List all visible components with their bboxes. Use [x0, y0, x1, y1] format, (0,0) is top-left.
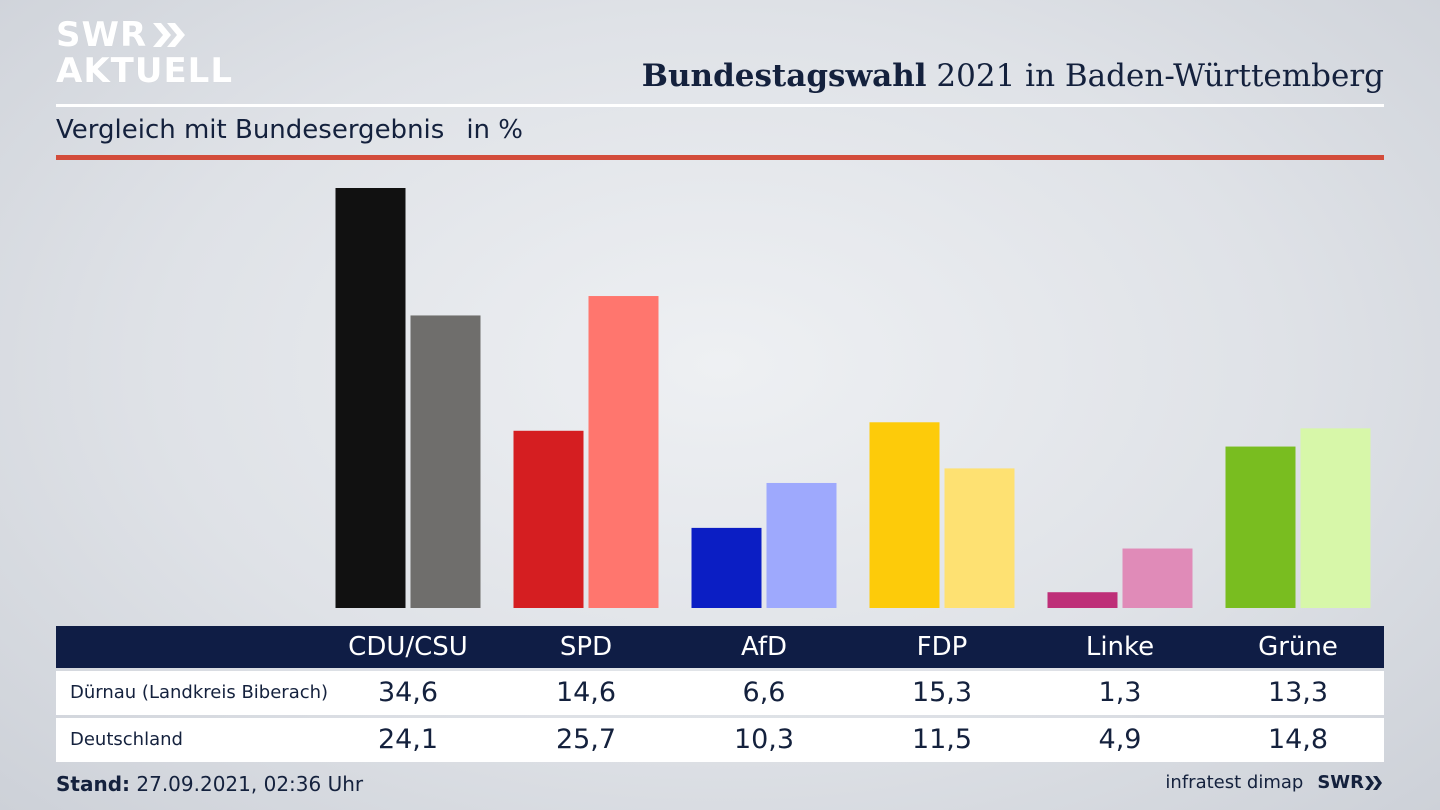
table-cell-value: 34,6	[377, 677, 439, 708]
bar-national-cducsu	[410, 315, 481, 608]
timestamp-label: Stand:	[56, 772, 131, 796]
column-header: FDP	[916, 632, 968, 662]
divider-white	[56, 104, 1384, 107]
column-header: AfD	[740, 632, 788, 662]
table-row: Deutschland 24,1 25,7 10,3 11,5 4,9 14,8	[56, 718, 1384, 762]
table-cell-value: 6,6	[742, 677, 786, 708]
table-cell-value: 4,9	[1098, 724, 1142, 755]
table-row: Dürnau (Landkreis Biberach) 34,6 14,6 6,6 15…	[56, 671, 1384, 715]
table-cell-value: 10,3	[733, 724, 795, 755]
table-cell-value: 25,7	[555, 724, 617, 755]
logo-line2: AKTUELL	[56, 51, 234, 91]
brand-label: SWR	[1317, 772, 1364, 793]
table-cell-value: 13,3	[1267, 677, 1329, 708]
swr-aktuell-logo: SWR AKTUELL	[56, 18, 233, 88]
bar-local-spd	[513, 430, 584, 608]
page-title-bold: Bundestagswahl	[641, 58, 927, 94]
bar-national-spd	[588, 296, 659, 608]
table-cell-value: 14,6	[555, 677, 617, 708]
page-title: Bundestagswahl 2021 in Baden-Württemberg	[642, 58, 1384, 94]
row-label: Deutschland	[70, 729, 183, 750]
bar-national-grne	[1300, 428, 1371, 608]
table-header: CDU/CSU SPD AfD FDP Linke Grüne	[56, 626, 1384, 668]
table-cell-value: 1,3	[1098, 677, 1142, 708]
source-credit: infratest dimap SWR	[1165, 772, 1384, 793]
table-cell-value: 15,3	[911, 677, 973, 708]
swr-small-logo: SWR	[1317, 772, 1384, 793]
timestamp: Stand: 27.09.2021, 02:36 Uhr	[56, 772, 363, 796]
table-cell-value: 11,5	[911, 724, 973, 755]
chart-subtitle: Vergleich mit Bundesergebnis in %	[56, 115, 523, 145]
column-header: Grüne	[1258, 632, 1338, 662]
page-title-rest: 2021 in Baden-Württemberg	[926, 58, 1384, 94]
results-table: CDU/CSU SPD AfD FDP Linke Grüne Dürnau (Landk…	[56, 626, 1384, 762]
bar-local-afd	[691, 527, 762, 608]
bar-national-afd	[766, 482, 837, 608]
divider-accent	[56, 155, 1384, 160]
row-label: Dürnau (Landkreis Biberach)	[70, 682, 329, 703]
table-cell-value: 14,8	[1267, 724, 1329, 755]
bar-national-fdp	[944, 468, 1015, 608]
bar-national-linke	[1122, 548, 1193, 608]
bar-local-linke	[1047, 592, 1118, 608]
bar-chart	[335, 188, 1371, 608]
bar-local-grne	[1225, 446, 1296, 608]
source-label: infratest dimap	[1165, 772, 1304, 793]
subtitle-unit: in %	[466, 115, 523, 145]
column-header: SPD	[559, 632, 613, 662]
subtitle-text: Vergleich mit Bundesergebnis	[56, 115, 445, 145]
bar-local-fdp	[869, 422, 940, 608]
logo-line1: SWR	[56, 15, 148, 55]
double-chevron-icon	[1365, 775, 1382, 790]
column-header: CDU/CSU	[348, 632, 468, 662]
table-cell-value: 24,1	[377, 724, 439, 755]
column-header: Linke	[1085, 632, 1155, 662]
bar-local-cducsu	[335, 188, 406, 608]
timestamp-value: 27.09.2021, 02:36 Uhr	[130, 772, 364, 796]
double-chevron-icon	[153, 23, 186, 47]
